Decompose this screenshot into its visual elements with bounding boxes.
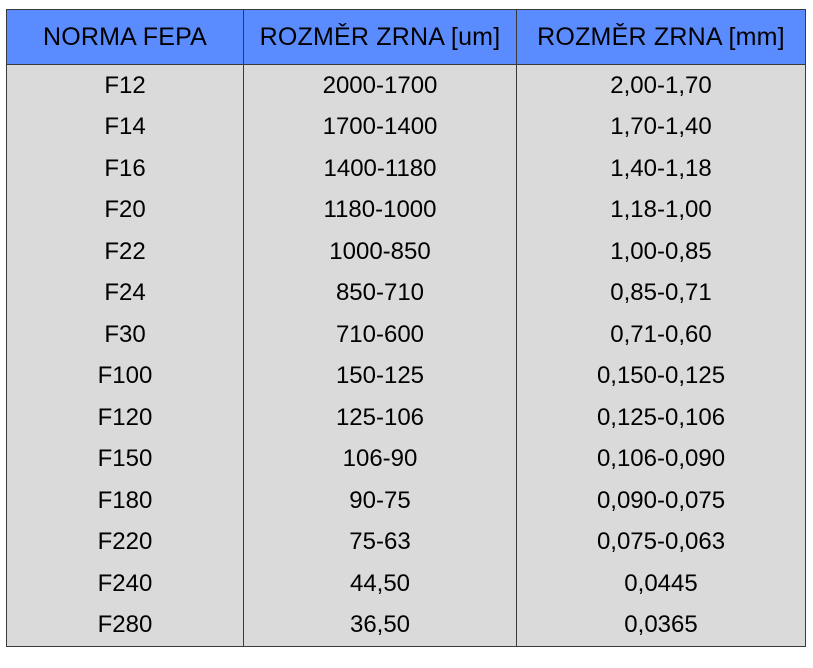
table-row: F30 710-600 0,71-0,60 bbox=[6, 314, 806, 356]
table-header: NORMA FEPA ROZMĚR ZRNA [um] ROZMĚR ZRNA … bbox=[6, 9, 806, 65]
cell-grain-size-um: 36,50 bbox=[243, 604, 517, 647]
cell-grain-size-mm: 1,00-0,85 bbox=[516, 231, 806, 273]
cell-fepa-grade: F280 bbox=[6, 604, 244, 647]
cell-fepa-grade: F220 bbox=[6, 521, 244, 563]
cell-grain-size-mm: 2,00-1,70 bbox=[516, 64, 806, 107]
cell-fepa-grade: F16 bbox=[6, 148, 244, 190]
table-row: F150 106-90 0,106-0,090 bbox=[6, 438, 806, 480]
table-row: F14 1700-1400 1,70-1,40 bbox=[6, 106, 806, 148]
cell-fepa-grade: F20 bbox=[6, 189, 244, 231]
cell-grain-size-mm: 0,0365 bbox=[516, 604, 806, 647]
cell-grain-size-mm: 0,71-0,60 bbox=[516, 314, 806, 356]
cell-fepa-grade: F120 bbox=[6, 397, 244, 439]
cell-grain-size-mm: 0,150-0,125 bbox=[516, 355, 806, 397]
cell-grain-size-um: 850-710 bbox=[243, 272, 517, 314]
cell-grain-size-mm: 0,106-0,090 bbox=[516, 438, 806, 480]
cell-grain-size-um: 2000-1700 bbox=[243, 64, 517, 107]
cell-grain-size-um: 106-90 bbox=[243, 438, 517, 480]
cell-grain-size-um: 1180-1000 bbox=[243, 189, 517, 231]
cell-grain-size-mm: 0,0445 bbox=[516, 563, 806, 605]
table-row: F120 125-106 0,125-0,106 bbox=[6, 397, 806, 439]
cell-fepa-grade: F240 bbox=[6, 563, 244, 605]
cell-grain-size-um: 150-125 bbox=[243, 355, 517, 397]
cell-fepa-grade: F12 bbox=[6, 64, 244, 107]
table-row: F280 36,50 0,0365 bbox=[6, 604, 806, 647]
table-row: F16 1400-1180 1,40-1,18 bbox=[6, 148, 806, 190]
header-row: NORMA FEPA ROZMĚR ZRNA [um] ROZMĚR ZRNA … bbox=[6, 9, 806, 65]
cell-grain-size-mm: 0,125-0,106 bbox=[516, 397, 806, 439]
table-row: F12 2000-1700 2,00-1,70 bbox=[6, 64, 806, 107]
cell-fepa-grade: F180 bbox=[6, 480, 244, 522]
cell-grain-size-um: 125-106 bbox=[243, 397, 517, 439]
header-grain-size-mm: ROZMĚR ZRNA [mm] bbox=[516, 9, 806, 65]
cell-grain-size-um: 44,50 bbox=[243, 563, 517, 605]
header-fepa-standard: NORMA FEPA bbox=[6, 9, 244, 65]
fepa-grit-table: NORMA FEPA ROZMĚR ZRNA [um] ROZMĚR ZRNA … bbox=[6, 9, 806, 647]
cell-fepa-grade: F100 bbox=[6, 355, 244, 397]
cell-grain-size-mm: 0,075-0,063 bbox=[516, 521, 806, 563]
cell-grain-size-um: 90-75 bbox=[243, 480, 517, 522]
cell-grain-size-um: 75-63 bbox=[243, 521, 517, 563]
cell-grain-size-mm: 1,40-1,18 bbox=[516, 148, 806, 190]
cell-grain-size-um: 1000-850 bbox=[243, 231, 517, 273]
cell-grain-size-um: 1700-1400 bbox=[243, 106, 517, 148]
cell-fepa-grade: F30 bbox=[6, 314, 244, 356]
cell-fepa-grade: F24 bbox=[6, 272, 244, 314]
cell-grain-size-mm: 1,18-1,00 bbox=[516, 189, 806, 231]
cell-fepa-grade: F22 bbox=[6, 231, 244, 273]
cell-grain-size-mm: 0,090-0,075 bbox=[516, 480, 806, 522]
cell-grain-size-um: 710-600 bbox=[243, 314, 517, 356]
cell-fepa-grade: F150 bbox=[6, 438, 244, 480]
header-grain-size-um: ROZMĚR ZRNA [um] bbox=[243, 9, 517, 65]
fepa-grit-table-container: NORMA FEPA ROZMĚR ZRNA [um] ROZMĚR ZRNA … bbox=[6, 9, 806, 647]
table-row: F22 1000-850 1,00-0,85 bbox=[6, 231, 806, 273]
table-row: F100 150-125 0,150-0,125 bbox=[6, 355, 806, 397]
table-row: F240 44,50 0,0445 bbox=[6, 563, 806, 605]
table-body: F12 2000-1700 2,00-1,70 F14 1700-1400 1,70-1,… bbox=[6, 64, 806, 647]
cell-grain-size-mm: 1,70-1,40 bbox=[516, 106, 806, 148]
cell-grain-size-mm: 0,85-0,71 bbox=[516, 272, 806, 314]
table-row: F20 1180-1000 1,18-1,00 bbox=[6, 189, 806, 231]
table-row: F24 850-710 0,85-0,71 bbox=[6, 272, 806, 314]
cell-grain-size-um: 1400-1180 bbox=[243, 148, 517, 190]
table-row: F220 75-63 0,075-0,063 bbox=[6, 521, 806, 563]
cell-fepa-grade: F14 bbox=[6, 106, 244, 148]
table-row: F180 90-75 0,090-0,075 bbox=[6, 480, 806, 522]
